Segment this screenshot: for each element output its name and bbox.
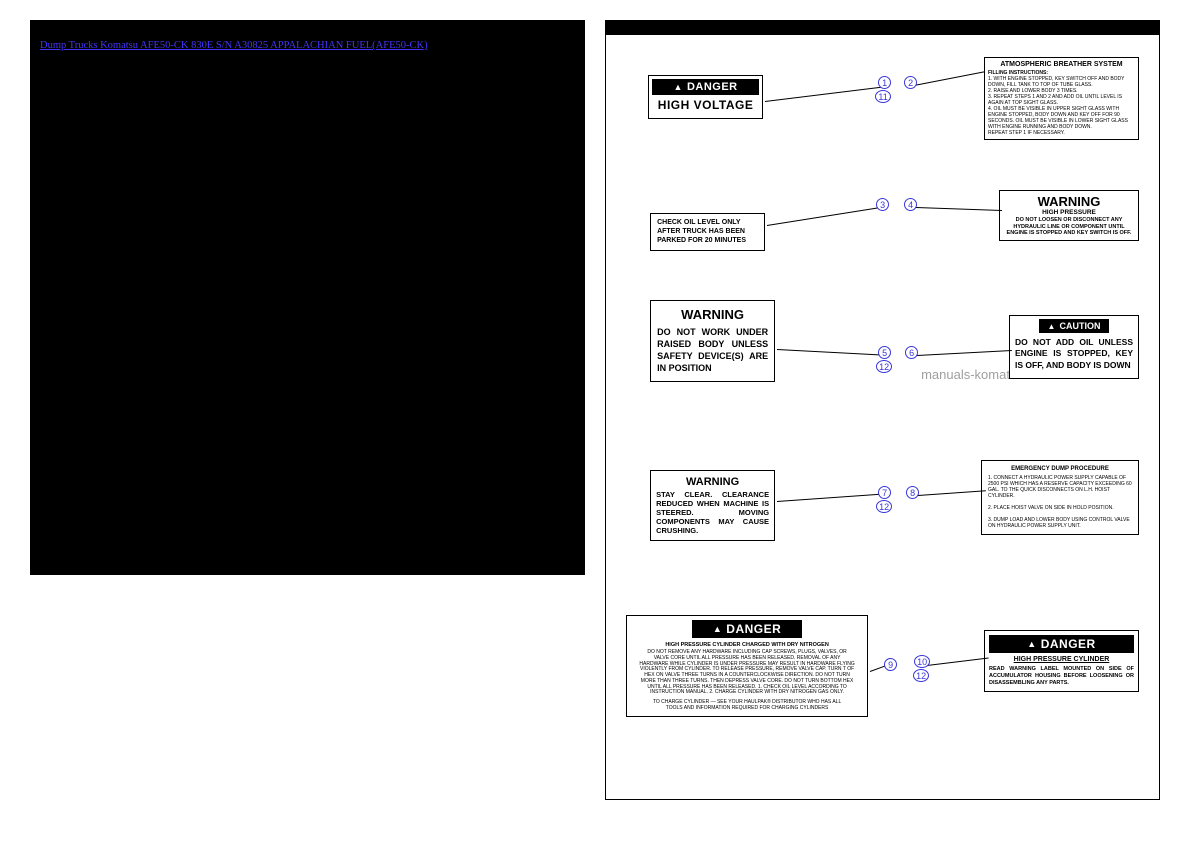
product-link[interactable]: Dump Trucks Komatsu AFE50-CK 830E S/N A3… xyxy=(40,40,428,51)
sign-caution-no-oil: CAUTION DO NOT ADD OIL UNLESS ENGINE IS … xyxy=(1009,315,1139,379)
callout-6: 6 xyxy=(905,346,918,359)
danger-bar: DANGER xyxy=(989,635,1134,653)
danger-bar: DANGER xyxy=(692,620,802,638)
sign-hp-cylinder: DANGER HIGH PRESSURE CYLINDER READ WARNI… xyxy=(984,630,1139,692)
lead-2 xyxy=(914,71,985,86)
callout-12b: 12 xyxy=(876,500,892,513)
sign-nitrogen: DANGER HIGH PRESSURE CYLINDER CHARGED WI… xyxy=(626,615,868,717)
sign-sub: HIGH PRESSURE xyxy=(1003,209,1135,216)
callout-12a: 12 xyxy=(876,360,892,373)
callout-12c: 12 xyxy=(913,669,929,682)
sign-body: DO NOT WORK UNDER RAISED BODY UNLESS SAF… xyxy=(657,326,768,375)
callout-9: 9 xyxy=(884,658,897,671)
sign-body: DO NOT ADD OIL UNLESS ENGINE IS STOPPED,… xyxy=(1013,337,1135,375)
lead-4 xyxy=(916,207,1002,211)
diagram-area: manuals-komatsu.com DANGER HIGH VOLTAGE … xyxy=(606,35,1159,799)
lead-7 xyxy=(777,494,884,502)
sign-title: WARNING xyxy=(656,476,769,488)
lead-8 xyxy=(918,490,986,496)
right-diagram-panel: manuals-komatsu.com DANGER HIGH VOLTAGE … xyxy=(605,20,1160,800)
sign-high-voltage: DANGER HIGH VOLTAGE xyxy=(648,75,763,119)
lead-1 xyxy=(765,87,882,102)
callout-3: 3 xyxy=(876,198,889,211)
sign-body: 1. CONNECT A HYDRAULIC POWER SUPPLY CAPA… xyxy=(988,475,1132,529)
callout-2: 2 xyxy=(904,76,917,89)
sign-title: ATMOSPHERIC BREATHER SYSTEM xyxy=(988,61,1135,68)
sign-title: WARNING xyxy=(1003,194,1135,209)
sign-warning-high-pressure: WARNING HIGH PRESSURE DO NOT LOOSEN OR D… xyxy=(999,190,1139,241)
callout-10: 10 xyxy=(914,655,930,668)
sign-breather: ATMOSPHERIC BREATHER SYSTEM FILLING INST… xyxy=(984,57,1139,140)
right-header-bar xyxy=(606,21,1159,35)
callout-4: 4 xyxy=(904,198,917,211)
callout-5: 5 xyxy=(878,346,891,359)
lead-3 xyxy=(767,207,881,226)
danger-bar: DANGER xyxy=(652,79,759,95)
lead-10 xyxy=(927,657,989,666)
sign-body: DO NOT LOOSEN OR DISCONNECT ANY HYDRAULI… xyxy=(1003,217,1135,237)
sign-title: EMERGENCY DUMP PROCEDURE xyxy=(988,466,1132,472)
sign-title: WARNING xyxy=(657,307,768,322)
sign-text: 1. WITH ENGINE STOPPED, KEY SWITCH OFF A… xyxy=(988,76,1135,136)
sign-body: READ WARNING LABEL MOUNTED ON SIDE OF AC… xyxy=(989,666,1134,687)
callout-7: 7 xyxy=(878,486,891,499)
sign-body: STAY CLEAR. CLEARANCE REDUCED WHEN MACHI… xyxy=(656,490,769,535)
sign-body: CHECK OIL LEVEL ONLY AFTER TRUCK HAS BEE… xyxy=(657,219,758,245)
sign-sub: HIGH PRESSURE CYLINDER CHARGED WITH DRY … xyxy=(631,642,863,648)
callout-1: 1 xyxy=(878,76,891,89)
sign-foot: TO CHARGE CYLINDER — SEE YOUR HAULPAK® D… xyxy=(631,700,863,712)
caution-bar: CAUTION xyxy=(1039,319,1109,333)
sign-oil-20min: CHECK OIL LEVEL ONLY AFTER TRUCK HAS BEE… xyxy=(650,213,765,251)
lead-5 xyxy=(777,349,884,356)
callout-11: 11 xyxy=(875,90,891,103)
left-black-panel: Dump Trucks Komatsu AFE50-CK 830E S/N A3… xyxy=(30,20,585,575)
sign-raised-body: WARNING DO NOT WORK UNDER RAISED BODY UN… xyxy=(650,300,775,382)
callout-8: 8 xyxy=(906,486,919,499)
lead-6 xyxy=(917,350,1012,356)
sign-clearance: WARNING STAY CLEAR. CLEARANCE REDUCED WH… xyxy=(650,470,775,541)
sign-sub: HIGH PRESSURE CYLINDER xyxy=(989,656,1134,663)
sign-body: DO NOT REMOVE ANY HARDWARE INCLUDING CAP… xyxy=(631,650,863,696)
sign-emergency-dump: EMERGENCY DUMP PROCEDURE 1. CONNECT A HY… xyxy=(981,460,1139,535)
sign-body: HIGH VOLTAGE xyxy=(652,95,759,115)
